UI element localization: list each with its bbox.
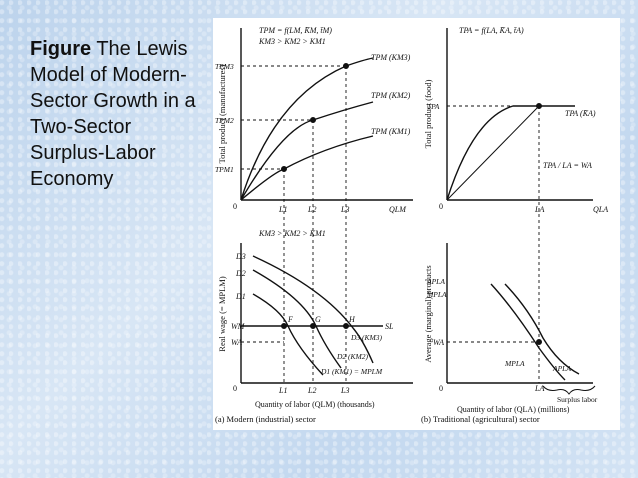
xtick-l2-top: L2 xyxy=(307,205,316,214)
point-tp-m1 xyxy=(281,166,287,172)
label-wm: WM xyxy=(231,322,246,331)
point-tp-m2 xyxy=(310,117,316,123)
label-d2-km2: D2 (KM2) xyxy=(336,352,369,361)
panel-a-bottom-ylabel: Real wage (= MPLM) xyxy=(217,276,227,352)
xtick-la-bottom: LA xyxy=(534,384,544,393)
ytick-tpa: TPA xyxy=(427,102,440,111)
label-d3-km3: D3 (KM3) xyxy=(350,333,383,342)
label-d3: D3 xyxy=(235,252,246,261)
caption-panel-b: (b) Traditional (agricultural) sector xyxy=(421,414,540,424)
label-wa-b: WA xyxy=(433,338,444,347)
label-d1-mplm: D1 (KM1) = MPLM xyxy=(320,367,383,376)
point-h xyxy=(343,323,349,329)
ytick-tpm1: TPM1 xyxy=(215,165,234,174)
label-wa: WA xyxy=(231,338,242,347)
figure-panel: Total product (manufactures) TPM = f(LM,… xyxy=(213,18,620,430)
eq-tpa: TPA = f(LA, K̄A, t̄A) xyxy=(459,26,524,35)
label-curve-tpa: TPA (K̄A) xyxy=(565,109,596,118)
caption-text: The Lewis Model of Modern-Sector Growth … xyxy=(30,38,196,190)
panel-a-top-ylabel: Total product (manufactures) xyxy=(217,64,227,163)
curve-d3 xyxy=(252,255,374,364)
origin-b-top: 0 xyxy=(439,202,443,211)
label-curve-tp-m3: TPM (KM3) xyxy=(371,53,411,62)
panel-b-top xyxy=(446,28,593,383)
label-point-g: G xyxy=(315,315,321,324)
origin-a-bottom: 0 xyxy=(233,384,237,393)
point-tp-m3 xyxy=(343,63,349,69)
xlabel-qla: QLA xyxy=(593,205,608,214)
caption-panel-a: (a) Modern (industrial) sector xyxy=(215,414,316,424)
surplus-labor-brace xyxy=(542,385,596,395)
xlabel-qla-bottom: Quantity of labor (QLA) (millions) xyxy=(457,405,570,414)
label-curve-tp-m1: TPM (KM1) xyxy=(371,127,411,136)
xtick-l1-bottom: L1 xyxy=(278,386,287,395)
ytick-tpm3: TPM3 xyxy=(215,62,234,71)
label-d1: D1 xyxy=(235,292,246,301)
panel-b-bottom-ylabel: Average (marginal) products xyxy=(423,265,433,362)
label-apla-axis: APLA xyxy=(426,277,445,286)
panel-b-bottom xyxy=(446,243,596,395)
eq-tpm: TPM = f(LM, K̄M, t̄M) xyxy=(259,26,332,35)
label-apla-curve: APLA xyxy=(552,364,571,373)
curve-tpa xyxy=(446,105,575,201)
xtick-la-top: LA xyxy=(534,205,544,214)
xtick-l2-bottom: L2 xyxy=(307,386,316,395)
xtick-l3-bottom: L3 xyxy=(340,386,349,395)
eq-km-order-bottom: KM3 > KM2 > KM1 xyxy=(258,229,326,238)
panel-a-top xyxy=(240,28,413,383)
curve-d2 xyxy=(252,269,342,369)
curve-mpla xyxy=(490,283,566,381)
figure-caption: Figure The Lewis Model of Modern-Sector … xyxy=(30,36,200,192)
xlabel-qlm-bottom: Quantity of labor (QLM) (thousands) xyxy=(255,400,375,409)
panel-b-top-ylabel: Total product (food) xyxy=(423,79,433,148)
point-g xyxy=(310,323,316,329)
xlabel-qlm: QLM xyxy=(389,205,407,214)
label-d2: D2 xyxy=(235,269,246,278)
curve-d1 xyxy=(252,293,324,376)
origin-a-top: 0 xyxy=(233,202,237,211)
curve-tp-m3 xyxy=(240,57,374,201)
label-surplus-labor: Surplus labor xyxy=(557,395,598,404)
caption-bold: Figure xyxy=(30,38,92,60)
label-curve-tp-m2: TPM (KM2) xyxy=(371,91,411,100)
origin-b-bottom: 0 xyxy=(439,384,443,393)
point-tpa xyxy=(536,103,542,109)
curve-apla xyxy=(504,283,580,375)
xtick-l3-top: L3 xyxy=(340,205,349,214)
label-mpla-curve: MPLA xyxy=(504,359,525,368)
panel-a-bottom xyxy=(240,243,413,384)
label-point-f: F xyxy=(287,315,293,324)
point-f xyxy=(281,323,287,329)
eq-km-order: KM3 > KM2 > KM1 xyxy=(258,37,326,46)
ytick-tpm2: TPM2 xyxy=(215,116,234,125)
xtick-l1-top: L1 xyxy=(278,205,287,214)
label-tpa-ratio: TPA / LA = WA xyxy=(543,161,592,170)
point-wa xyxy=(536,339,542,345)
label-point-h: H xyxy=(348,315,356,324)
lewis-model-diagram: Total product (manufactures) TPM = f(LM,… xyxy=(215,26,608,424)
label-sl: SL xyxy=(385,322,394,331)
label-mpla-axis: MPLA xyxy=(426,290,447,299)
